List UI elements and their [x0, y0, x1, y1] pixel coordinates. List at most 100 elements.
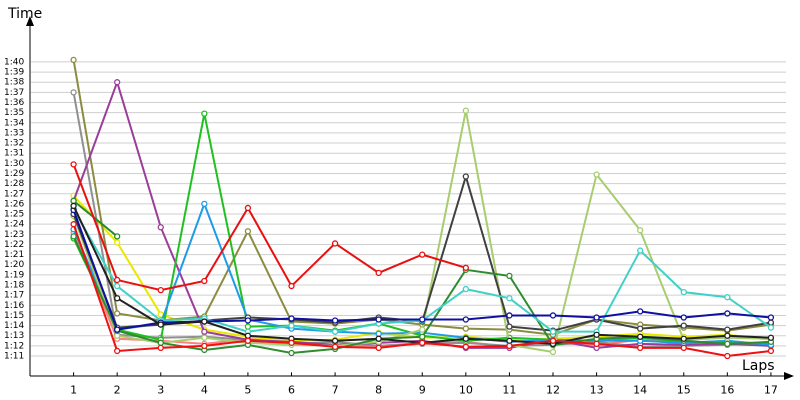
data-point: [767, 324, 775, 331]
data-point: [680, 288, 687, 296]
data-point: [680, 335, 687, 342]
data-point: [767, 347, 775, 355]
data-point: [593, 314, 600, 321]
data-point: [462, 335, 469, 342]
data-point: [201, 328, 208, 335]
data-point: [114, 332, 121, 339]
y-tick-label: 1:23: [4, 230, 24, 240]
data-point: [375, 344, 382, 352]
data-point: [375, 335, 382, 342]
y-tick-label: 1:32: [4, 139, 24, 149]
x-tick-label: 4: [201, 383, 208, 396]
x-tick-label: 5: [244, 383, 251, 396]
data-point: [157, 286, 164, 294]
series-line: [72, 163, 467, 292]
data-point: [724, 310, 731, 317]
data-point: [114, 276, 121, 284]
data-point: [506, 342, 513, 350]
data-point: [157, 339, 164, 346]
y-tick-label: 1:11: [4, 352, 24, 362]
y-tick-label: 1:19: [4, 270, 24, 280]
data-point: [331, 343, 339, 351]
data-point: [70, 233, 77, 240]
x-tick-label: 15: [677, 383, 691, 396]
data-point: [462, 107, 469, 114]
data-point: [462, 173, 469, 180]
y-tick-label: 1:17: [4, 291, 24, 301]
data-point: [288, 349, 295, 357]
y-tick-label: 1:25: [4, 210, 24, 220]
data-point: [70, 89, 77, 96]
y-tick-label: 1:24: [4, 220, 24, 230]
y-tick-label: 1:30: [4, 159, 24, 169]
data-point: [70, 221, 77, 228]
x-tick-label: 1: [70, 383, 77, 396]
x-tick-label: 17: [764, 383, 778, 396]
data-point: [767, 319, 775, 326]
data-point: [244, 337, 252, 344]
data-point: [637, 344, 644, 352]
data-point: [288, 322, 295, 329]
data-point: [331, 328, 339, 335]
x-tick-label: 14: [633, 383, 647, 396]
data-point: [70, 197, 77, 205]
data-point: [767, 334, 775, 341]
y-tick-label: 1:39: [4, 68, 24, 78]
series-line: [72, 92, 771, 348]
data-point: [114, 347, 121, 355]
data-point: [70, 202, 77, 210]
data-point: [637, 308, 644, 315]
data-point: [462, 316, 469, 323]
data-point: [157, 344, 164, 352]
data-point: [462, 264, 469, 271]
data-point: [114, 310, 121, 317]
data-point: [724, 294, 731, 301]
data-point: [724, 352, 731, 360]
data-point: [375, 316, 382, 323]
data-point: [462, 285, 469, 293]
data-point: [637, 333, 644, 340]
y-tick-label: 1:18: [4, 281, 24, 291]
y-tick-label: 1:21: [4, 250, 24, 260]
series-line: [72, 200, 118, 238]
data-point: [70, 56, 77, 64]
data-point: [593, 331, 600, 338]
data-point: [114, 79, 121, 86]
y-tick-label: 1:33: [4, 128, 24, 138]
data-point: [506, 337, 513, 344]
data-point: [157, 224, 164, 231]
data-point: [201, 200, 208, 208]
data-point: [419, 316, 426, 323]
data-point: [331, 240, 339, 247]
data-point: [680, 314, 687, 321]
x-tick-label: 11: [502, 383, 516, 396]
y-tick-label: 1:37: [4, 88, 24, 98]
x-tick-label: 2: [114, 383, 121, 396]
data-point: [637, 227, 644, 234]
data-point: [680, 322, 687, 329]
data-point: [244, 317, 252, 324]
data-point: [724, 332, 731, 339]
data-point: [593, 340, 600, 347]
data-point: [114, 295, 121, 302]
x-tick-label: 10: [459, 383, 473, 396]
x-tick-label: 16: [720, 383, 734, 396]
y-tick-label: 1:20: [4, 260, 24, 270]
y-tick-label: 1:14: [4, 321, 24, 331]
data-point: [506, 295, 513, 302]
x-tick-label: 12: [546, 383, 560, 396]
data-point: [114, 233, 121, 240]
data-point: [331, 337, 339, 344]
data-point: [593, 171, 600, 178]
y-tick-label: 1:16: [4, 301, 24, 311]
x-tick-label: 9: [419, 383, 426, 396]
data-point: [549, 348, 557, 356]
data-point: [419, 339, 426, 346]
y-axis-label: Time: [7, 6, 42, 22]
y-tick-label: 1:34: [4, 118, 24, 128]
y-tick-label: 1:40: [4, 57, 24, 67]
y-tick-label: 1:13: [4, 331, 24, 341]
data-point: [201, 110, 208, 117]
x-tick-label: 8: [375, 383, 382, 396]
y-tick-label: 1:26: [4, 199, 24, 209]
